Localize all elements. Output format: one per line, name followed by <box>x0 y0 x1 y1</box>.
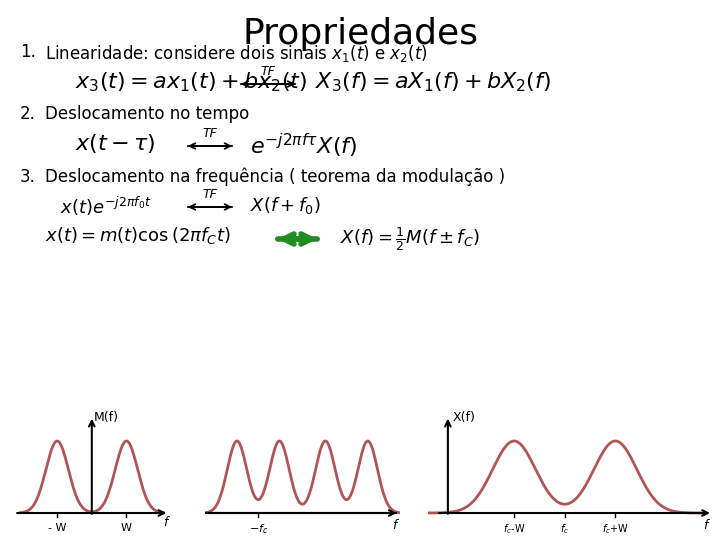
Text: $-f_c$: $-f_c$ <box>248 522 268 536</box>
Text: $e^{-j2\pi f\tau}X\left(f\right)$: $e^{-j2\pi f\tau}X\left(f\right)$ <box>250 132 357 160</box>
Text: 1.: 1. <box>20 43 36 61</box>
Text: M(f): M(f) <box>94 411 120 424</box>
Text: $x\left(t-\tau\right)$: $x\left(t-\tau\right)$ <box>75 132 156 155</box>
Text: 3.: 3. <box>20 168 36 186</box>
Text: f: f <box>163 516 167 529</box>
Text: f: f <box>703 519 707 532</box>
Text: Linearidade: considere dois sinais $x_1(t)$ e $x_2(t)$: Linearidade: considere dois sinais $x_1(… <box>45 43 428 64</box>
Text: $X\left(f\right)=\frac{1}{2}M\left(f\pm f_C\right)$: $X\left(f\right)=\frac{1}{2}M\left(f\pm … <box>340 225 480 253</box>
Text: TF: TF <box>202 127 217 140</box>
Text: W: W <box>121 523 132 533</box>
Text: $x\left(t\right)=m\left(t\right)\cos\left(2\pi f_C t\right)$: $x\left(t\right)=m\left(t\right)\cos\lef… <box>45 225 230 246</box>
Text: $X_3\left(f\right)= aX_1\left(f\right)+ bX_2\left(f\right)$: $X_3\left(f\right)= aX_1\left(f\right)+ … <box>315 70 552 93</box>
Text: X(f): X(f) <box>453 411 475 424</box>
Text: f: f <box>392 519 397 532</box>
Text: 2.: 2. <box>20 105 36 123</box>
Text: $f_c$+W: $f_c$+W <box>602 522 629 536</box>
Text: Deslocamento na frequência ( teorema da modulação ): Deslocamento na frequência ( teorema da … <box>45 168 505 186</box>
Text: - W: - W <box>48 523 66 533</box>
Text: $x_3\left(t\right)= ax_1\left(t\right)+ bx_2\left(t\right)$: $x_3\left(t\right)= ax_1\left(t\right)+ … <box>75 70 307 93</box>
Text: TF: TF <box>261 65 276 78</box>
Text: $f_c$-W: $f_c$-W <box>503 522 526 536</box>
Text: TF: TF <box>202 188 217 201</box>
Text: $X\left(f+f_0\right)$: $X\left(f+f_0\right)$ <box>250 195 321 216</box>
Text: $f_c$: $f_c$ <box>560 522 570 536</box>
Text: Deslocamento no tempo: Deslocamento no tempo <box>45 105 249 123</box>
Text: $x\left(t\right)e^{-j2\pi f_0 t}$: $x\left(t\right)e^{-j2\pi f_0 t}$ <box>60 195 151 218</box>
Text: Propriedades: Propriedades <box>242 17 478 51</box>
